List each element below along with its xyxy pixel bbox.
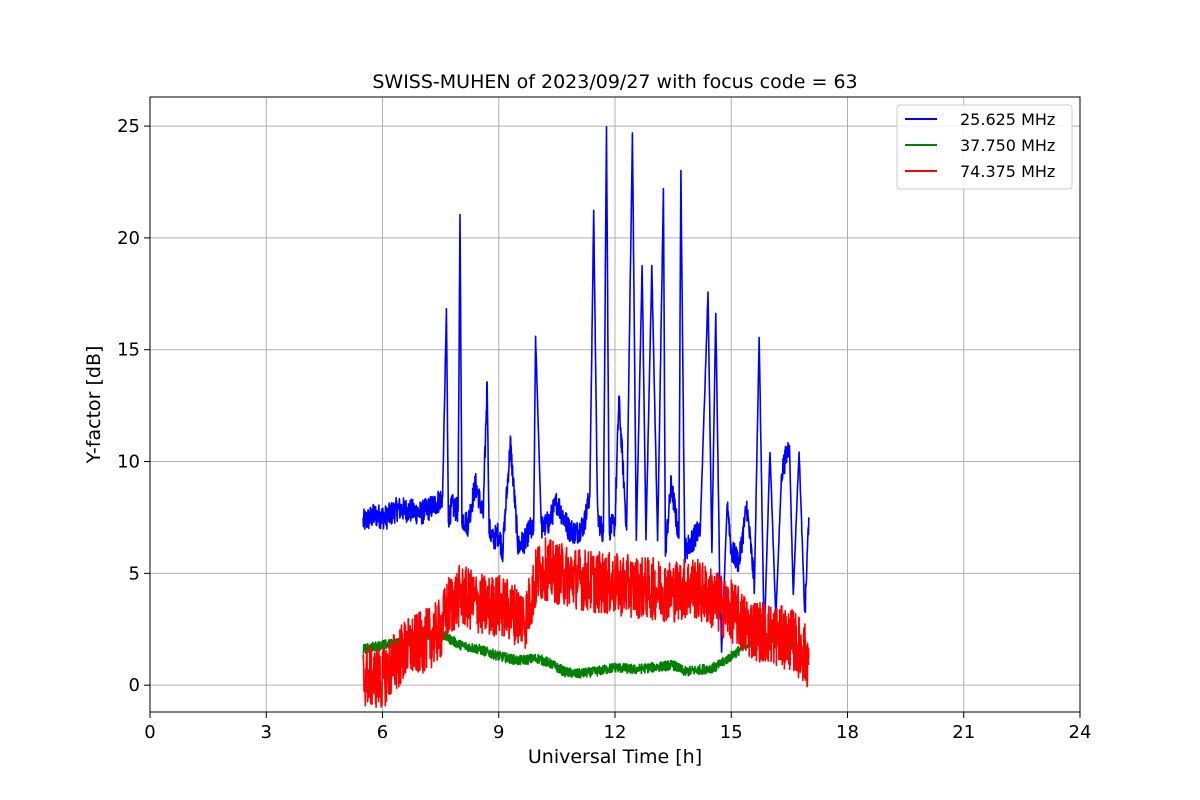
x-axis-label: Universal Time [h] (528, 746, 702, 768)
x-tick-label: 15 (720, 722, 743, 743)
x-tick-label: 6 (377, 722, 388, 743)
legend-label-2: 37.750 MHz (960, 136, 1055, 155)
x-tick-label: 0 (144, 722, 155, 743)
y-tick-label: 25 (117, 116, 140, 137)
y-tick-label: 5 (129, 563, 140, 584)
x-tick-label: 9 (493, 722, 504, 743)
legend: 25.625 MHz 37.750 MHz 74.375 MHz (896, 104, 1073, 190)
y-tick-label: 15 (117, 340, 140, 361)
series-layer (362, 126, 810, 709)
axis-ticks: 0 3 6 9 12 15 18 21 24 0 5 10 15 20 25 (117, 116, 1091, 743)
y-tick-label: 20 (117, 228, 140, 249)
legend-label-1: 25.625 MHz (960, 110, 1055, 129)
legend-label-3: 74.375 MHz (960, 162, 1055, 181)
series-line-1 (362, 126, 810, 653)
x-tick-label: 21 (952, 722, 975, 743)
x-tick-label: 24 (1069, 722, 1092, 743)
y-tick-label: 0 (129, 675, 140, 696)
legend-box (896, 104, 1073, 190)
x-tick-label: 3 (261, 722, 272, 743)
y-axis-label: Y-factor [dB] (83, 346, 105, 465)
series-line-3 (362, 537, 810, 709)
chart-title: SWISS-MUHEN of 2023/09/27 with focus cod… (372, 71, 857, 93)
y-tick-label: 10 (117, 452, 140, 473)
x-tick-label: 12 (604, 722, 627, 743)
x-tick-label: 18 (836, 722, 859, 743)
